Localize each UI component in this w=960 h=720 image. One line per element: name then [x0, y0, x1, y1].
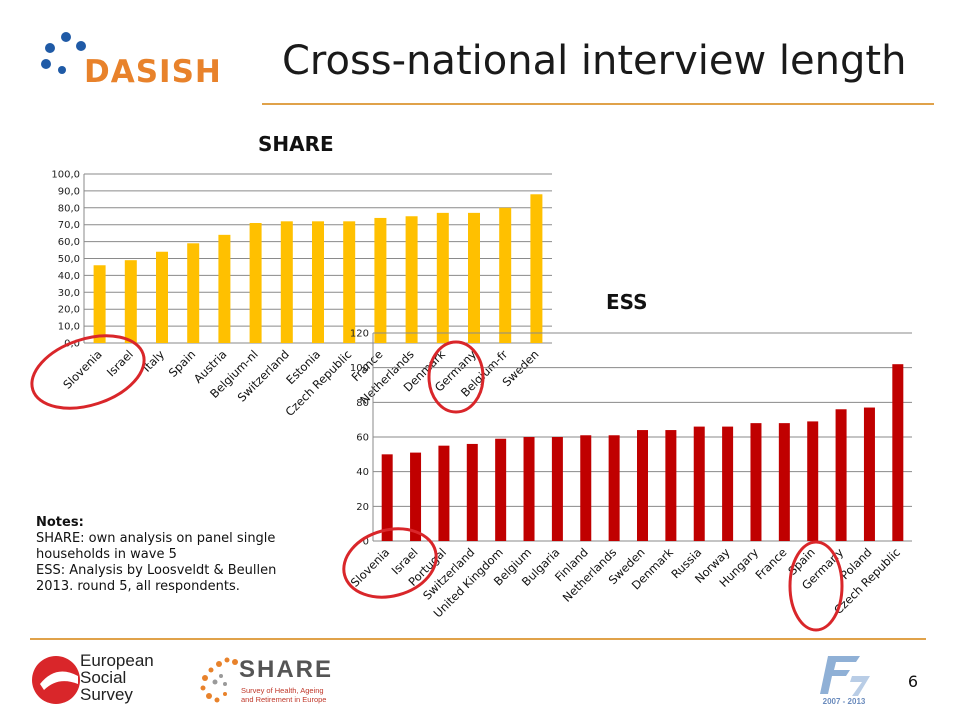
ess-bar — [381, 454, 393, 541]
share-bar — [374, 217, 387, 343]
share-bar — [343, 221, 356, 343]
ess-bar — [722, 426, 734, 541]
notes-line: SHARE: own analysis on panel single hous… — [36, 531, 276, 562]
ess-logo-line: European — [80, 651, 154, 670]
ess-bar — [835, 409, 847, 541]
ess-bar — [580, 435, 592, 541]
share-y-tick-label: 100,0 — [51, 170, 80, 181]
share-tagline-line: Survey of Health, Ageing — [241, 686, 324, 695]
share-bar — [93, 265, 106, 343]
ess-y-tick-label: 0 — [363, 537, 369, 548]
share-y-tick-label: 70,0 — [58, 220, 80, 231]
share-y-tick-label: 90,0 — [58, 186, 80, 197]
ess-y-tick-label: 80 — [356, 398, 369, 409]
ess-y-tick-label: 60 — [356, 433, 369, 444]
share-bar — [249, 223, 262, 343]
title-divider — [262, 103, 934, 105]
ess-bar — [410, 452, 422, 541]
ess-logo-line: Social — [80, 668, 127, 687]
share-bar — [499, 207, 512, 343]
ess-bar — [438, 445, 450, 541]
ess-logo-icon — [32, 656, 80, 704]
share-y-tick-label: 10,0 — [58, 322, 80, 333]
ess-bar — [863, 407, 875, 541]
share-logo-icon — [200, 657, 238, 703]
share-y-tick-label: 60,0 — [58, 237, 80, 248]
ess-bar — [892, 364, 904, 541]
share-y-tick-label: 30,0 — [58, 288, 80, 299]
ess-y-tick-label: 100 — [350, 363, 369, 374]
ess-bar — [608, 435, 620, 541]
share-y-tick-label: 50,0 — [58, 254, 80, 265]
ess-logo-line: Survey — [80, 685, 133, 704]
share-logo-text: SHARE — [239, 656, 334, 683]
ess-bar — [551, 437, 563, 541]
dasish-logo-text: DASISH — [84, 54, 222, 90]
share-tagline-line: and Retirement in Europe — [241, 695, 327, 704]
ess-bar — [807, 421, 819, 541]
ess-bar — [778, 423, 790, 541]
ess-bar — [750, 423, 762, 541]
ess-bar — [523, 437, 535, 541]
ess-logo: European Social Survey — [30, 652, 190, 708]
ess-chart-title: ESS — [606, 290, 648, 314]
ess-bar — [665, 430, 677, 541]
ess-bar — [693, 426, 705, 541]
share-y-tick-label: 40,0 — [58, 271, 80, 282]
page-title: Cross-national interview length — [282, 38, 907, 84]
share-bar — [436, 212, 449, 343]
footer-divider — [30, 638, 926, 640]
notes-block: Notes: SHARE: own analysis on panel sing… — [36, 515, 311, 595]
page-number: 6 — [907, 672, 918, 691]
share-bar — [124, 260, 137, 343]
ess-bar — [466, 443, 478, 541]
notes-line: ESS: Analysis by Loosveldt & Beullen 201… — [36, 563, 277, 594]
fp7-years: 2007 - 2013 — [822, 697, 866, 706]
dasish-logo — [36, 30, 226, 92]
ess-category-label: France — [753, 545, 790, 582]
share-bar — [312, 221, 324, 343]
share-logo: SHARE Survey of Health, Ageing and Retir… — [195, 652, 355, 708]
share-bar — [280, 221, 293, 343]
ess-bar — [637, 430, 648, 541]
ess-y-tick-label: 40 — [356, 467, 369, 478]
fp7-logo-icon — [820, 656, 870, 696]
ess-category-label: Slovenia — [348, 545, 393, 590]
share-chart-title: SHARE — [258, 132, 334, 156]
share-y-tick-label: 80,0 — [58, 203, 80, 214]
share-bar — [218, 234, 231, 343]
share-bar — [156, 251, 168, 343]
share-bar — [405, 216, 418, 343]
share-bar — [530, 194, 543, 343]
ess-y-tick-label: 20 — [356, 502, 369, 513]
notes-heading: Notes: — [36, 515, 84, 530]
fp7-logo: 2007 - 2013 — [812, 652, 876, 710]
ess-bar — [495, 438, 507, 541]
share-bar — [468, 212, 480, 343]
share-bar — [187, 243, 200, 343]
dasish-dots-icon — [41, 32, 86, 74]
share-y-tick-label: 20,0 — [58, 305, 80, 316]
ess-y-tick-label: 120 — [350, 329, 369, 340]
